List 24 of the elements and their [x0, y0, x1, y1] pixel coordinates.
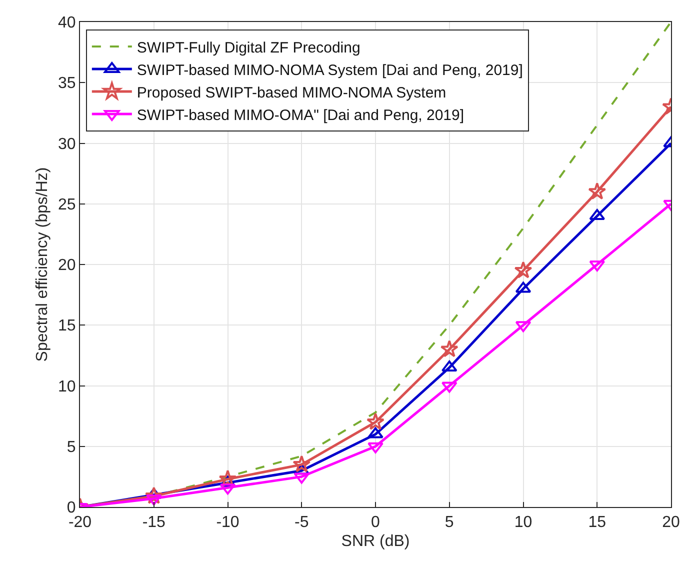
x-tick-label: -15 — [142, 514, 166, 532]
x-tick-label: 0 — [371, 514, 380, 532]
x-tick-label: 20 — [662, 514, 680, 532]
x-tick-label: -10 — [216, 514, 240, 532]
x-tick-label: -20 — [68, 514, 92, 532]
y-tick-label: 5 — [66, 438, 76, 456]
x-axis-title: SNR (dB) — [341, 532, 410, 550]
y-tick-label: 30 — [58, 136, 76, 153]
y-tick-label: 20 — [58, 257, 76, 274]
x-tick-label: 15 — [588, 514, 606, 532]
y-tick-label: 40 — [58, 14, 76, 32]
y-tick-label: 0 — [66, 500, 76, 517]
x-tick-label: 5 — [444, 514, 454, 532]
y-tick-label: 15 — [58, 318, 76, 335]
legend-label: SWIPT-based MIMO-OMA" [Dai and Peng, 2019] — [136, 106, 464, 124]
y-tick-label: 35 — [58, 75, 76, 92]
y-axis-title: Spectral efficiency (bps/Hz) — [34, 167, 51, 362]
legend-label: Proposed SWIPT-based MIMO-NOMA System — [136, 84, 446, 102]
legend-label: SWIPT-based MIMO-NOMA System [Dai and Peng, 2019] — [136, 62, 523, 79]
x-tick-label: 10 — [514, 514, 532, 532]
y-tick-label: 10 — [58, 378, 76, 396]
x-tick-label: -5 — [294, 514, 309, 532]
y-tick-label: 25 — [58, 196, 76, 214]
legend-label: SWIPT-Fully Digital ZF Precoding — [136, 39, 360, 56]
